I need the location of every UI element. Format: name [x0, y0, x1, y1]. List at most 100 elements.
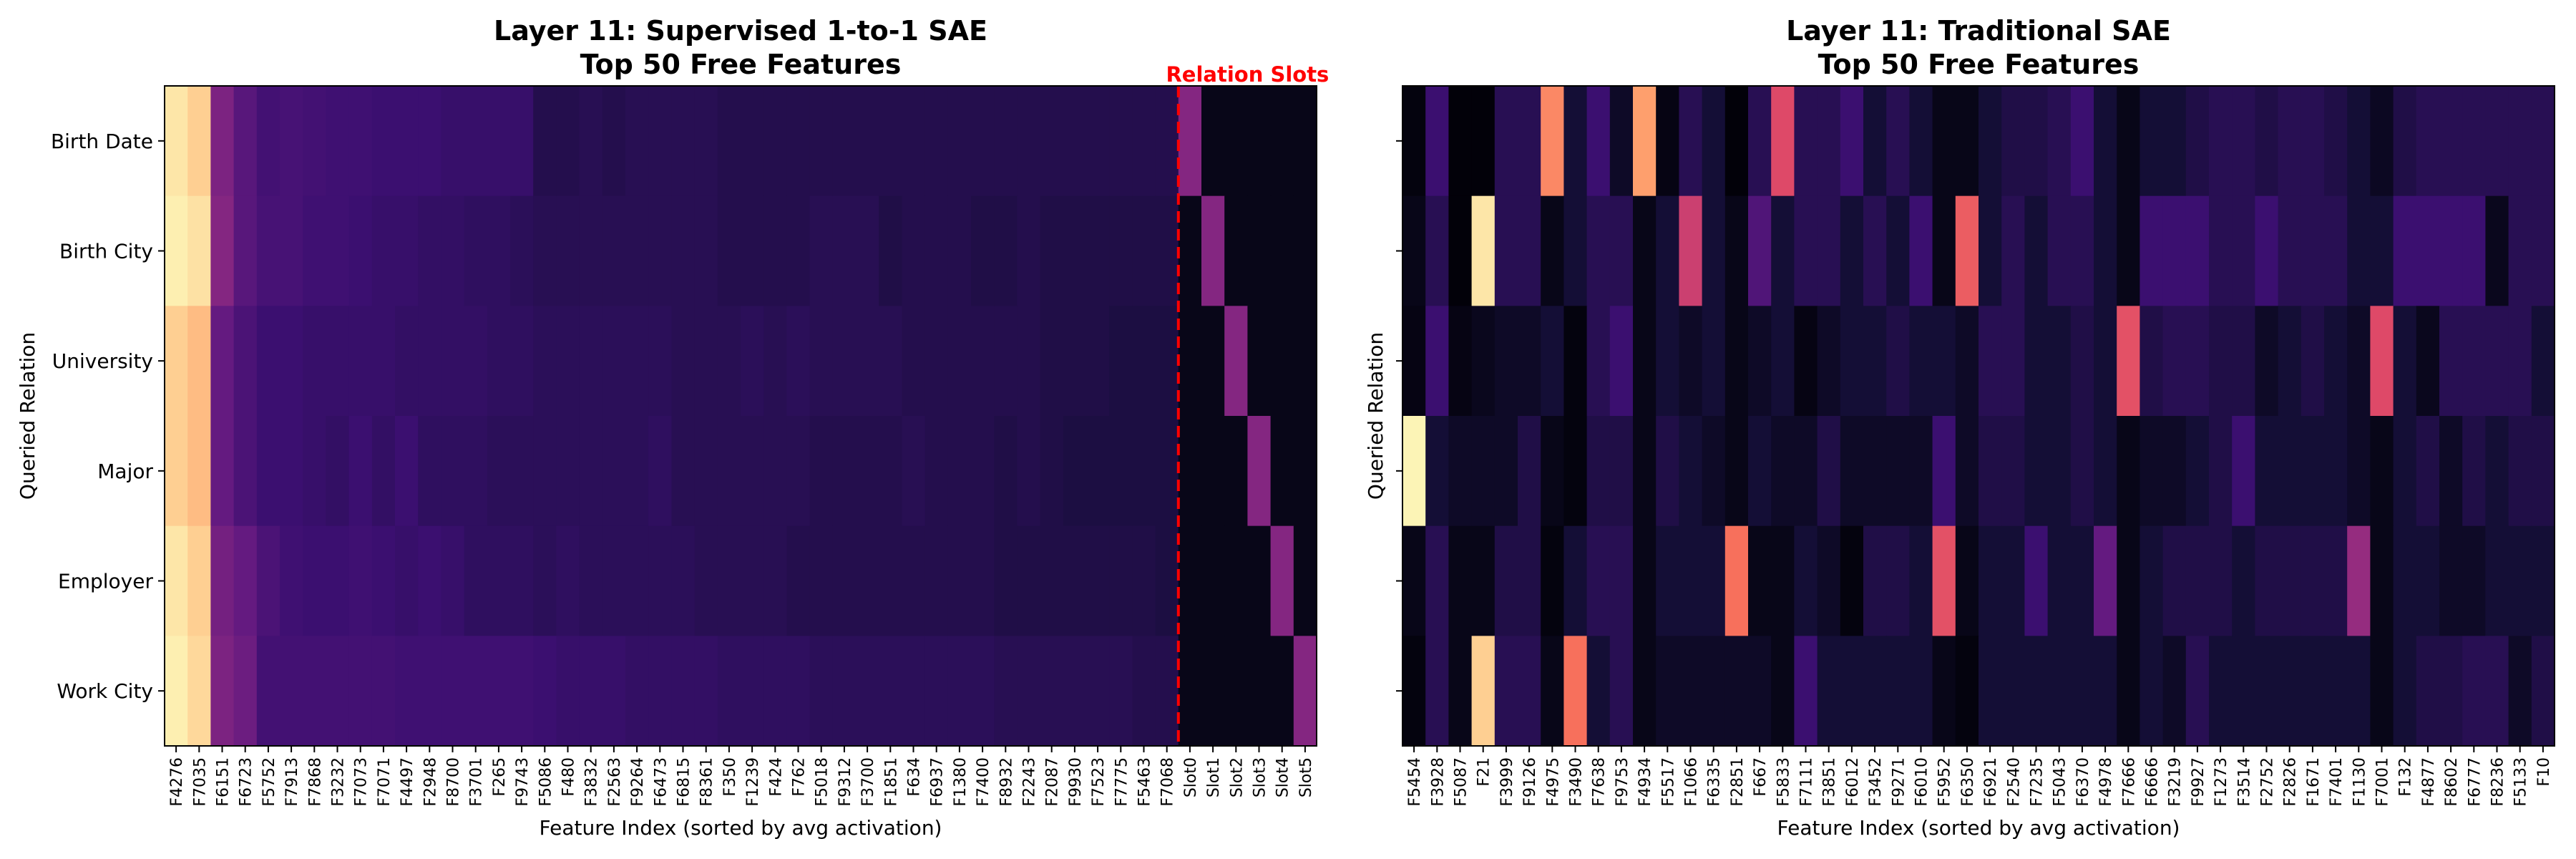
heatmap-cell [947, 636, 972, 747]
heatmap-cell [2255, 525, 2279, 636]
heatmap-cell [671, 525, 696, 636]
heatmap-cell [280, 525, 303, 636]
heatmap-cell [2324, 525, 2348, 636]
heatmap-cell [1109, 525, 1133, 636]
heatmap-cell [2347, 636, 2371, 747]
heatmap-cell [809, 86, 834, 197]
heatmap-cell [717, 86, 741, 197]
heatmap-cell [763, 636, 787, 747]
heatmap-cell [832, 525, 857, 636]
heatmap-cell [2416, 86, 2440, 197]
heatmap-cell [464, 195, 488, 306]
heatmap-cell [1494, 195, 1518, 306]
heatmap-cell [1932, 416, 1956, 527]
chart-title-line1: Layer 11: Traditional SAE [1786, 15, 2171, 47]
heatmap-cell [2278, 195, 2302, 306]
heatmap-cell [856, 306, 879, 417]
heatmap-cell [1840, 525, 1864, 636]
heatmap-cell [2047, 195, 2072, 306]
heatmap-cell [210, 636, 235, 747]
heatmap-cell [1586, 195, 1611, 306]
heatmap-cell [1541, 416, 1564, 527]
heatmap-cell [303, 306, 326, 417]
heatmap-cell [1609, 416, 1634, 527]
heatmap-cell [1425, 195, 1449, 306]
heatmap-cell [2324, 416, 2348, 527]
heatmap-cell [902, 86, 926, 197]
heatmap-cell [832, 86, 857, 197]
heatmap-cell [303, 195, 326, 306]
heatmap-cell [1748, 195, 1772, 306]
x-tick-label: F1239 [744, 757, 762, 807]
x-tick-label: F1380 [952, 757, 970, 807]
heatmap-cell [233, 306, 258, 417]
heatmap-cell [487, 636, 511, 747]
heatmap-cell [1448, 86, 1473, 197]
heatmap-cell [1017, 306, 1041, 417]
heatmap-cell [2439, 86, 2463, 197]
heatmap-cell [1086, 195, 1110, 306]
heatmap-cell [1563, 636, 1588, 747]
x-tick-label: F6151 [215, 757, 233, 807]
heatmap-cell [233, 525, 258, 636]
heatmap-cell [1909, 306, 1933, 417]
heatmap-cell [1840, 636, 1864, 747]
heatmap-cell [832, 195, 857, 306]
heatmap-cell [2209, 525, 2233, 636]
heatmap-cell [2278, 86, 2302, 197]
relation-slots-annotation: Relation Slots [1166, 62, 1329, 87]
heatmap-cell [671, 195, 696, 306]
heatmap-cell [1724, 86, 1749, 197]
heatmap-cell [233, 86, 258, 197]
heatmap-cell [1679, 86, 1703, 197]
heatmap-cell [210, 306, 235, 417]
heatmap-panel-traditional: Layer 11: Traditional SAE Top 50 Free Fe… [1364, 15, 2555, 840]
heatmap-cell [371, 525, 396, 636]
heatmap-cell [971, 86, 995, 197]
heatmap-cell [1794, 416, 1818, 527]
heatmap-cell [694, 636, 718, 747]
heatmap-cell [879, 306, 902, 417]
x-tick-label: F6012 [1844, 757, 1862, 807]
x-tick-label: F5463 [1136, 757, 1154, 807]
heatmap-cell [2347, 525, 2371, 636]
y-tick-labels: Birth Date Birth City University Major Emplo… [51, 130, 165, 703]
heatmap-cell [1017, 636, 1041, 747]
heatmap-cell [717, 416, 741, 527]
heatmap-cell [2209, 195, 2233, 306]
x-tick-label: F9930 [1067, 757, 1085, 807]
heatmap-cell [1633, 636, 1657, 747]
heatmap-cell [671, 636, 696, 747]
x-tick-label: F6937 [929, 757, 947, 807]
heatmap-cell [2047, 86, 2072, 197]
heatmap-cell [1040, 636, 1064, 747]
heatmap-cell [1817, 86, 1841, 197]
heatmap-cell [2185, 86, 2210, 197]
heatmap-cell [1955, 306, 1979, 417]
heatmap-cell [832, 306, 857, 417]
heatmap-cell [786, 416, 811, 527]
x-tick-label: F1273 [2212, 757, 2230, 807]
heatmap-cell [556, 86, 580, 197]
heatmap-cell [210, 86, 235, 197]
heatmap-cell [441, 525, 465, 636]
heatmap-cell [1448, 306, 1473, 417]
y-tick-label: Employer [58, 570, 153, 593]
heatmap-cell [1863, 525, 1887, 636]
x-tick-label: F3928 [1429, 757, 1447, 807]
heatmap-cell [418, 636, 441, 747]
heatmap-cell [2439, 195, 2463, 306]
heatmap-cell [2393, 86, 2417, 197]
heatmap-cell [1886, 306, 1910, 417]
heatmap-cell [303, 86, 326, 197]
heatmap-cell [280, 636, 303, 747]
heatmap-cell [2117, 636, 2140, 747]
heatmap-cell [2324, 636, 2348, 747]
heatmap-cell [2001, 416, 2025, 527]
heatmap-cell [602, 306, 626, 417]
heatmap-cell [1541, 306, 1564, 417]
heatmap-cell [441, 306, 465, 417]
heatmap-cell [1402, 86, 1426, 197]
heatmap-cell [371, 306, 396, 417]
heatmap-cell [809, 195, 834, 306]
